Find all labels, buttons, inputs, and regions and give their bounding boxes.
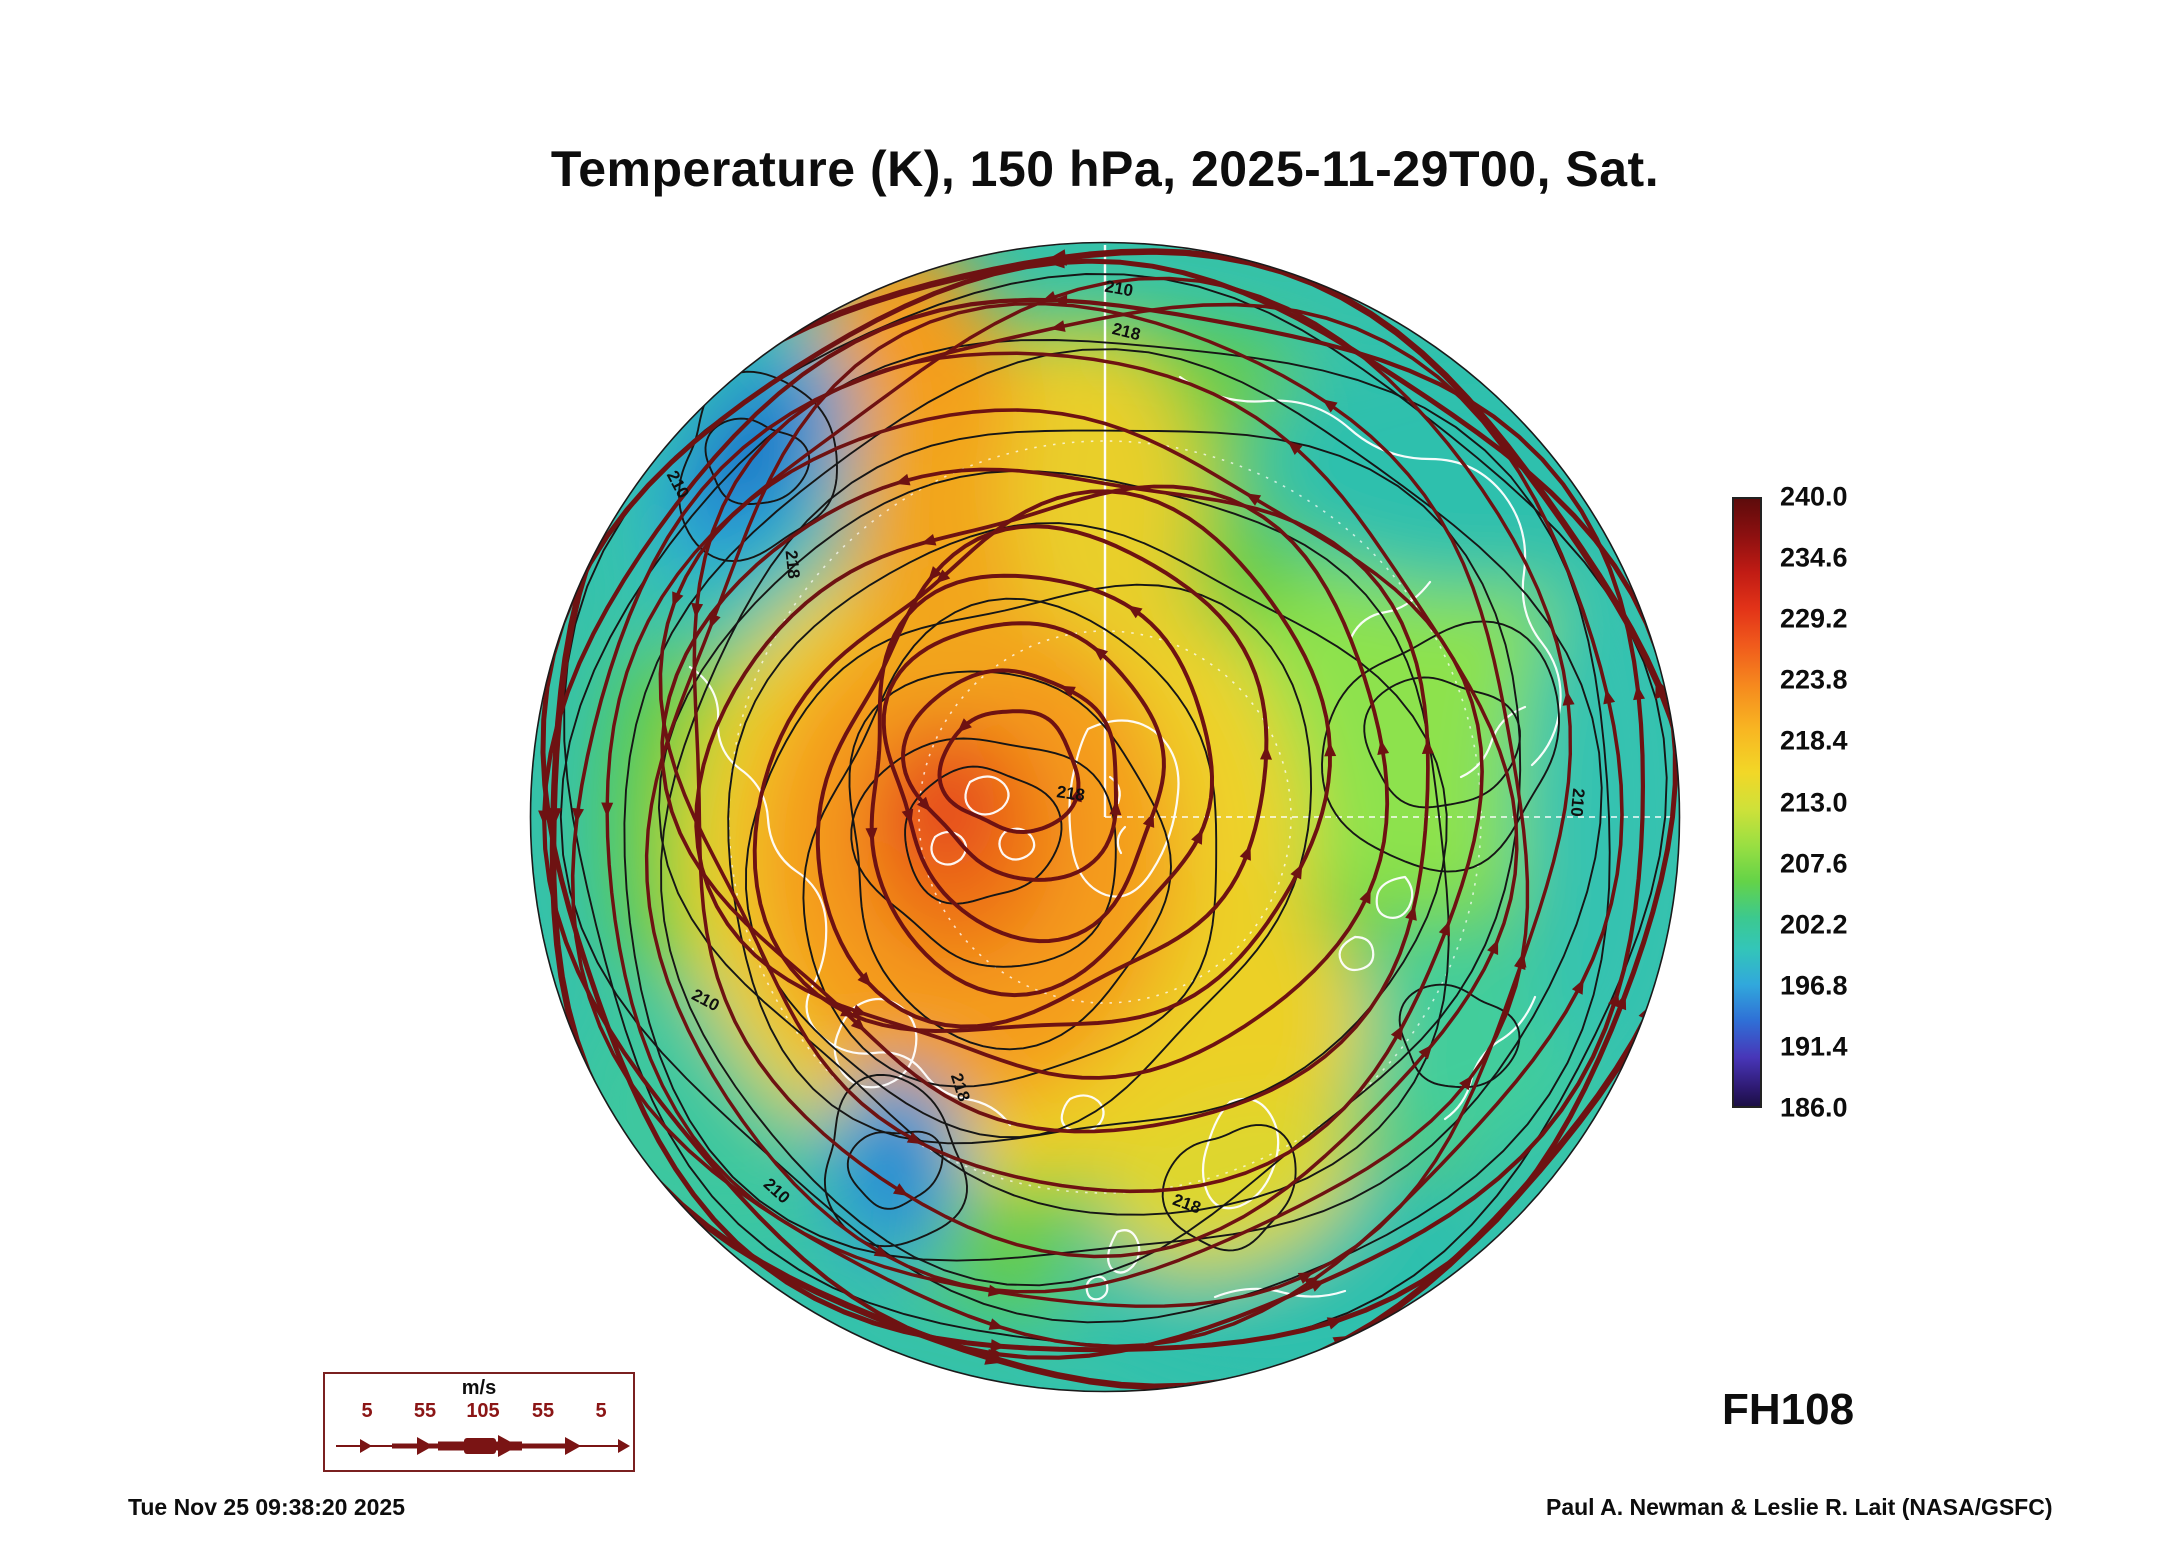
arrowhead-icon (618, 1439, 630, 1453)
wind-barb-scale (336, 1435, 630, 1457)
arrowhead-icon (360, 1439, 372, 1453)
arrowhead-icon (417, 1437, 433, 1455)
colorbar-tick-label: 202.2 (1780, 909, 1848, 940)
contour-label: 210 (1103, 277, 1134, 301)
wind-units-label: m/s (461, 1377, 497, 1399)
colorbar-tick-label: 234.6 (1780, 542, 1848, 573)
colorbar-tick-label: 191.4 (1780, 1031, 1848, 1062)
wind-speed-legend: m/s 5 55 105 55 5 (323, 1372, 635, 1472)
wind-speed-tick: 55 (531, 1400, 555, 1422)
contours-and-streamlines (538, 248, 1679, 1391)
colorbar-tick-label: 229.2 (1780, 603, 1848, 634)
colorbar-tick-label: 240.0 (1780, 481, 1848, 512)
colorbar-gradient (1732, 497, 1762, 1108)
contour-label: 218 (782, 549, 804, 579)
colorbar-tick-label: 186.0 (1780, 1092, 1848, 1123)
colorbar-tick-label: 223.8 (1780, 664, 1848, 695)
wind-speed-tick: 105 (466, 1400, 500, 1422)
polar-temperature-map: 210 218 210 218 218 210 218 210 210 218 (529, 241, 1681, 1393)
colorbar-tick-label: 207.6 (1780, 848, 1848, 879)
wind-speed-tick: 5 (361, 1400, 373, 1422)
wind-speed-tick: 55 (413, 1400, 437, 1422)
contour-label: 210 (1567, 788, 1588, 818)
colorbar-tick-label: 218.4 (1780, 725, 1848, 756)
colorbar: 240.0 234.6 229.2 223.8 218.4 213.0 207.… (1732, 482, 1892, 1123)
forecast-hour-label: FH108 (1722, 1385, 1855, 1434)
map-boundary-circle (529, 241, 1681, 1393)
wind-speed-tick: 5 (595, 1400, 607, 1422)
polar-map-container: 210 218 210 218 218 210 218 210 210 218 (525, 237, 1685, 1397)
colorbar-tick-label: 213.0 (1780, 787, 1848, 817)
arrowhead-icon (565, 1437, 581, 1455)
arrowhead-icon (498, 1435, 518, 1457)
credit-text: Paul A. Newman & Leslie R. Lait (NASA/GS… (1546, 1494, 2053, 1520)
plot-title: Temperature (K), 150 hPa, 2025-11-29T00,… (550, 141, 1660, 197)
colorbar-tick-label: 196.8 (1780, 970, 1848, 1001)
contour-label: 218 (1055, 782, 1086, 805)
generation-timestamp: Tue Nov 25 09:38:20 2025 (128, 1494, 406, 1520)
